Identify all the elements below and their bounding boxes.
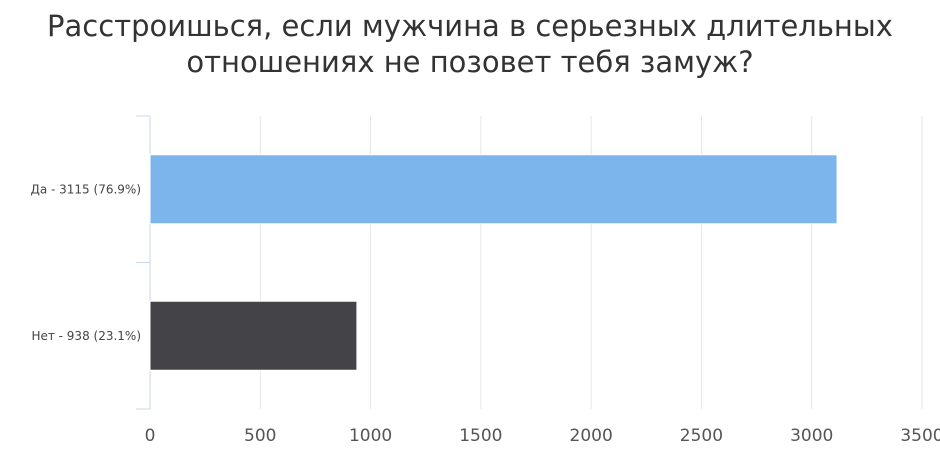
chart-title-line-1: Расстроишься, если мужчина в серьезных д…	[47, 9, 893, 43]
bars	[149, 154, 838, 371]
x-tick-label-3000: 3000	[790, 426, 833, 446]
chart-title: Расстроишься, если мужчина в серьезных д…	[0, 8, 940, 80]
x-tick-label-500: 500	[244, 426, 276, 446]
x-tick-label-2500: 2500	[680, 426, 723, 446]
x-tick-label-3500: 3500	[900, 426, 940, 446]
x-tick-label-1500: 1500	[459, 426, 502, 446]
category-label-0: Да - 3115 (76.9%)	[30, 182, 141, 196]
bar-1	[149, 300, 358, 371]
x-tick-label-0: 0	[145, 426, 156, 446]
value-axis-ticks: 0 500 1000 1500 2000 2500 3000 3500	[145, 426, 940, 446]
bar-0	[149, 154, 838, 225]
x-tick-label-2000: 2000	[570, 426, 613, 446]
category-labels: Да - 3115 (76.9%) Нет - 938 (23.1%)	[30, 182, 141, 343]
x-tick-label-1000: 1000	[349, 426, 392, 446]
category-axis	[136, 115, 151, 410]
chart-title-line-2: отношениях не позовет тебя замуж?	[186, 45, 754, 79]
category-label-1: Нет - 938 (23.1%)	[31, 329, 141, 343]
